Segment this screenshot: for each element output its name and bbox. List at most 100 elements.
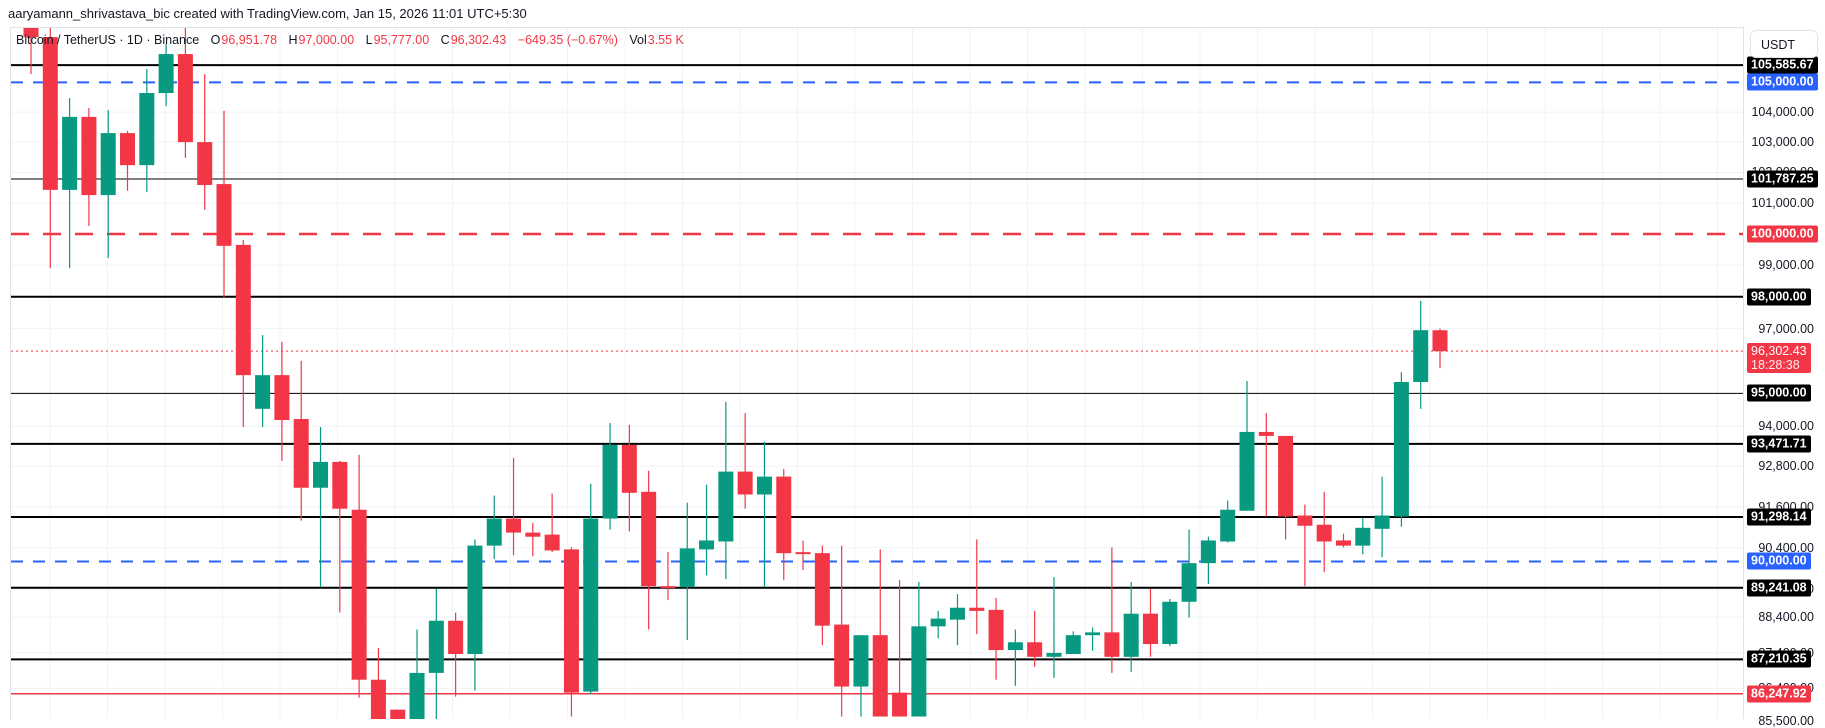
candle-down[interactable] — [737, 413, 753, 509]
candle-body — [235, 244, 251, 376]
candle-down[interactable] — [1027, 610, 1043, 667]
price-level-tag[interactable]: 89,241.08 — [1747, 579, 1811, 597]
price-level-tag[interactable]: 90,000.00 — [1747, 552, 1811, 570]
chart-area[interactable] — [10, 27, 1744, 720]
candle-down[interactable] — [776, 468, 792, 581]
candle-down[interactable] — [525, 522, 541, 557]
candle-up[interactable] — [1374, 476, 1390, 558]
candle-up[interactable] — [1046, 577, 1062, 678]
candle-body — [911, 626, 927, 717]
candle-down[interactable] — [814, 545, 830, 646]
candle-down[interactable] — [563, 547, 579, 717]
candle-down[interactable] — [795, 540, 811, 571]
candle-body — [467, 545, 483, 654]
candle-body — [390, 709, 406, 719]
price-level-tag[interactable]: 95,000.00 — [1747, 384, 1811, 402]
candle-down[interactable] — [351, 454, 367, 698]
candle-up[interactable] — [1355, 517, 1371, 555]
candle-up[interactable] — [853, 635, 869, 717]
candle-up[interactable] — [467, 539, 483, 691]
candle-up[interactable] — [718, 401, 734, 580]
candle-up[interactable] — [255, 335, 271, 427]
candle-up[interactable] — [313, 426, 329, 588]
candle-down[interactable] — [872, 549, 888, 717]
candle-up[interactable] — [911, 581, 927, 717]
candle-down[interactable] — [506, 457, 522, 556]
candle-down[interactable] — [23, 20, 39, 75]
price-level-tag[interactable]: 91,298.14 — [1747, 508, 1811, 526]
candle-up[interactable] — [1220, 500, 1236, 543]
candle-down[interactable] — [332, 460, 348, 613]
candle-up[interactable] — [1239, 381, 1255, 511]
candle-up[interactable] — [139, 69, 155, 193]
candle-down[interactable] — [370, 647, 386, 719]
candle-down[interactable] — [216, 110, 232, 298]
candle-up[interactable] — [1123, 581, 1139, 672]
candle-up[interactable] — [1085, 627, 1101, 651]
candle-up[interactable] — [949, 594, 965, 646]
price-level-tag[interactable]: 105,000.00 — [1747, 73, 1818, 91]
open-label: O — [210, 33, 221, 47]
candle-up[interactable] — [428, 588, 444, 719]
candle-down[interactable] — [988, 597, 1004, 680]
candle-body — [274, 375, 290, 421]
price-level-tag[interactable]: 100,000.00 — [1747, 225, 1818, 243]
candle-down[interactable] — [274, 341, 290, 461]
candle-down[interactable] — [1335, 533, 1351, 548]
candle-down[interactable] — [1316, 491, 1332, 573]
candle-down[interactable] — [390, 709, 406, 719]
symbol-title[interactable]: Bitcoin / TetherUS · 1D · Binance — [16, 33, 200, 47]
price-level-tag[interactable]: 86,247.92 — [1747, 685, 1811, 703]
candle-up[interactable] — [409, 629, 425, 719]
candle-down[interactable] — [120, 130, 136, 191]
candle-up[interactable] — [1413, 300, 1429, 409]
candle-down[interactable] — [969, 539, 985, 635]
candle-up[interactable] — [1200, 536, 1216, 584]
candle-down[interactable] — [1297, 504, 1313, 587]
candle-up[interactable] — [679, 502, 695, 641]
price-level-tag[interactable]: 105,585.67 — [1747, 56, 1818, 74]
candle-up[interactable] — [699, 484, 715, 576]
currency-button[interactable]: USDT — [1750, 30, 1818, 58]
candle-down[interactable] — [1142, 588, 1158, 657]
price-level-tag[interactable]: 98,000.00 — [1747, 288, 1811, 306]
candle-down[interactable] — [42, 27, 58, 269]
candle-down[interactable] — [1278, 435, 1294, 540]
price-axis[interactable]: 104,000.00103,000.00102,000.00101,000.00… — [1743, 27, 1825, 728]
axis-tick-label: 101,000.00 — [1751, 196, 1814, 211]
candle-up[interactable] — [62, 98, 78, 269]
price-level-tag[interactable]: 93,471.71 — [1747, 435, 1811, 453]
candle-down[interactable] — [1258, 413, 1274, 517]
candle-up[interactable] — [486, 495, 502, 560]
candle-up[interactable] — [1162, 598, 1178, 647]
candle-up[interactable] — [756, 441, 772, 588]
candle-body — [139, 93, 155, 166]
candle-up[interactable] — [1065, 631, 1081, 654]
candle-down[interactable] — [834, 545, 850, 717]
candle-down[interactable] — [641, 470, 657, 630]
price-level-tag[interactable]: 101,787.25 — [1747, 170, 1818, 188]
candle-down[interactable] — [293, 360, 309, 521]
candle-up[interactable] — [583, 483, 599, 695]
candle-up[interactable] — [602, 423, 618, 530]
price-level-tag[interactable]: 87,210.35 — [1747, 650, 1811, 668]
candle-down[interactable] — [660, 552, 676, 601]
candle-down[interactable] — [81, 107, 97, 226]
candle-down[interactable] — [1104, 547, 1120, 673]
candle-down[interactable] — [448, 612, 464, 697]
candle-up[interactable] — [100, 110, 116, 259]
candle-up[interactable] — [1181, 529, 1197, 618]
candle-up[interactable] — [1393, 372, 1409, 527]
candle-down[interactable] — [235, 239, 251, 427]
candle-up[interactable] — [158, 44, 174, 107]
candle-down[interactable] — [544, 493, 560, 553]
candle-down[interactable] — [1432, 328, 1448, 369]
candle-down[interactable] — [177, 27, 193, 158]
candle-down[interactable] — [892, 580, 908, 717]
candle-down[interactable] — [621, 424, 637, 532]
current-price-tag[interactable]: 96,302.43 18:28:38 — [1747, 343, 1811, 374]
candle-down[interactable] — [197, 74, 213, 210]
candle-up[interactable] — [930, 610, 946, 639]
candle-up[interactable] — [1007, 629, 1023, 686]
